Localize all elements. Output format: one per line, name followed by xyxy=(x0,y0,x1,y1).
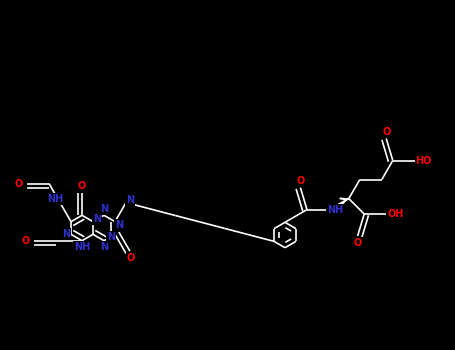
Text: HO: HO xyxy=(415,155,432,166)
Text: NH: NH xyxy=(327,205,343,215)
Text: N: N xyxy=(115,220,123,230)
Text: N: N xyxy=(107,232,115,242)
Text: O: O xyxy=(354,238,362,248)
Text: O: O xyxy=(78,181,86,191)
Text: N: N xyxy=(93,214,101,224)
Text: N: N xyxy=(100,204,108,214)
Text: OH: OH xyxy=(387,209,404,219)
Text: N: N xyxy=(62,229,70,239)
Text: N: N xyxy=(100,242,108,252)
Text: O: O xyxy=(382,126,390,136)
Text: O: O xyxy=(127,253,135,264)
Text: NH: NH xyxy=(74,242,90,252)
Text: O: O xyxy=(15,178,23,189)
Text: NH: NH xyxy=(47,194,63,204)
Text: O: O xyxy=(296,176,304,186)
Text: O: O xyxy=(21,236,30,246)
Text: N: N xyxy=(126,195,134,205)
